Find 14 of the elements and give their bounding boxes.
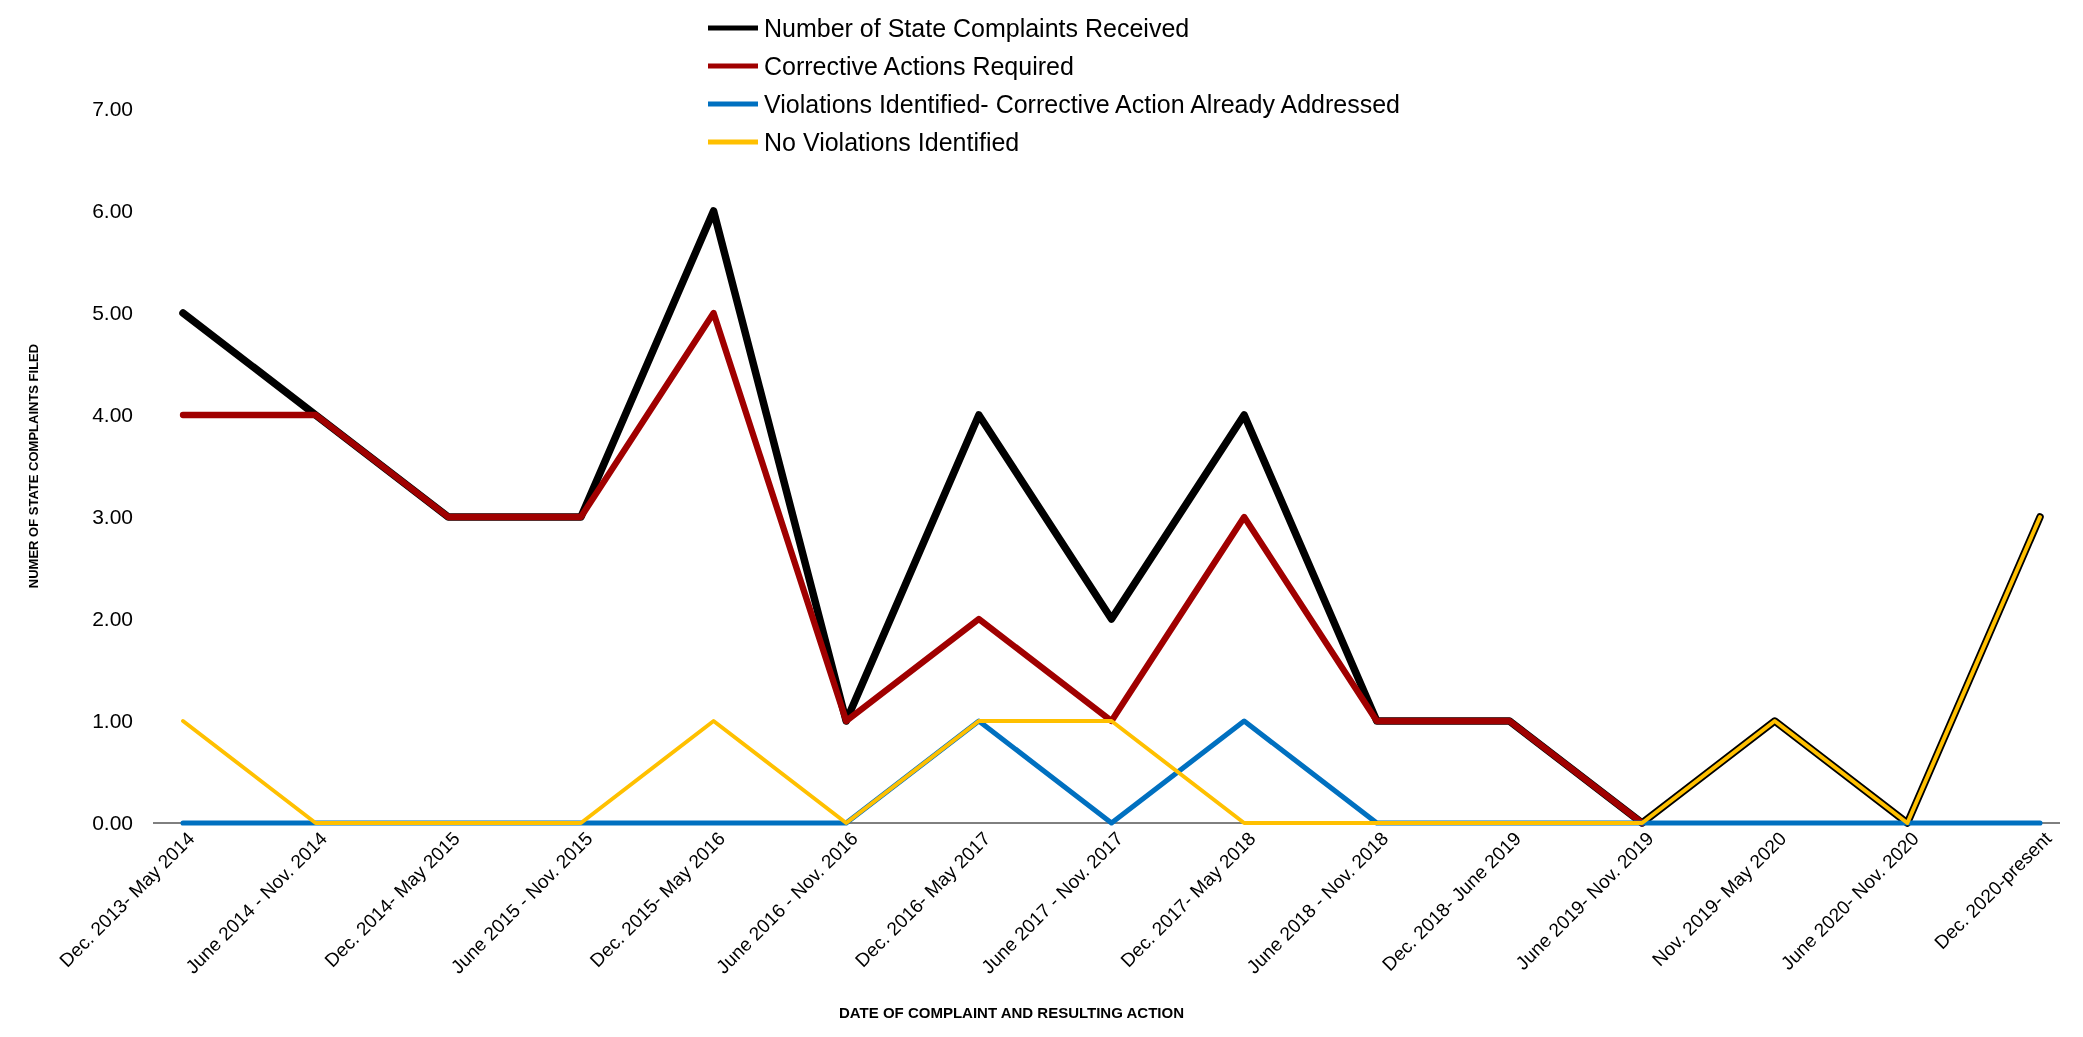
y-tick-label: 3.00 [92,505,133,529]
x-axis-title: DATE OF COMPLAINT AND RESULTING ACTION [839,1004,1184,1021]
y-tick-label: 7.00 [92,97,133,121]
y-tick-label: 4.00 [92,403,133,427]
legend-label: Violations Identified- Corrective Action Already Addressed [764,89,1401,118]
y-tick-label: 2.00 [92,607,133,631]
y-axis-title: NUMER OF STATE COMPLAINTS FILED [26,343,41,589]
legend-label: No Violations Identified [764,127,1020,156]
y-tick-label: 0.00 [92,811,133,835]
y-tick-label: 6.00 [92,199,133,223]
y-tick-label: 5.00 [92,301,133,325]
legend-label: Number of State Complaints Received [764,13,1190,42]
legend-label: Corrective Actions Required [764,51,1074,80]
y-tick-label: 1.00 [92,709,133,733]
